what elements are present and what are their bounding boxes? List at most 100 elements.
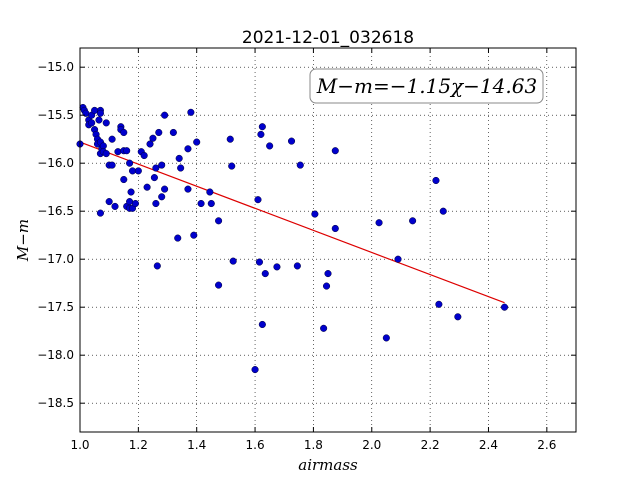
data-point <box>184 185 192 193</box>
data-point <box>207 199 215 208</box>
data-point <box>153 262 161 270</box>
data-point <box>293 262 301 270</box>
data-point <box>131 199 139 208</box>
data-point <box>96 109 104 117</box>
data-point <box>127 188 135 196</box>
y-tick-label: −16.0 <box>37 156 74 170</box>
y-tick-label: −15.5 <box>37 108 74 122</box>
data-point <box>120 128 128 137</box>
data-point <box>261 270 269 278</box>
data-point <box>435 300 443 308</box>
data-point <box>105 198 113 206</box>
y-tick-label: −18.0 <box>37 348 74 362</box>
data-point <box>439 207 447 215</box>
x-axis-label: airmass <box>298 456 358 474</box>
data-point <box>331 224 339 233</box>
data-point <box>251 366 259 374</box>
data-point <box>322 282 331 290</box>
data-points <box>76 103 509 374</box>
data-point <box>500 303 509 311</box>
data-point <box>102 150 110 158</box>
data-point <box>215 281 223 289</box>
annotation-text: M−m=−1.15χ−14.63 <box>316 74 537 98</box>
data-point <box>197 199 205 208</box>
data-point <box>108 135 116 143</box>
data-point <box>177 164 185 172</box>
data-point <box>96 209 104 217</box>
plot-frame <box>79 47 577 433</box>
data-point <box>187 108 195 116</box>
fit-annotation: M−m=−1.15χ−14.63 <box>309 68 544 104</box>
data-point <box>287 137 296 145</box>
x-tick-label: 1.0 <box>70 438 89 452</box>
x-tick-label: 1.8 <box>304 438 323 452</box>
data-point <box>149 134 157 142</box>
x-axis-ticks: 1.0 1.2 1.4 1.6 1.8 2.0 2.2 2.4 2.6 <box>70 48 556 452</box>
data-point <box>273 263 281 271</box>
data-point <box>258 320 266 329</box>
data-point <box>375 219 383 227</box>
data-point <box>140 151 148 160</box>
data-point <box>158 193 166 201</box>
data-point <box>409 217 417 225</box>
chart-title: 2021-12-01_032618 <box>242 28 414 48</box>
data-point <box>296 161 304 169</box>
x-tick-label: 1.6 <box>246 438 265 452</box>
data-point <box>150 174 158 182</box>
fit-line-group <box>79 141 505 304</box>
x-tick-label: 1.4 <box>187 438 206 452</box>
data-point <box>257 130 265 138</box>
data-point <box>226 135 234 143</box>
data-point <box>228 162 236 170</box>
data-point <box>134 167 142 175</box>
data-point <box>126 159 134 167</box>
data-point <box>120 175 128 184</box>
data-point <box>190 231 198 239</box>
y-axis-ticks: −15.0 −15.5 −16.0 −16.5 −17.0 −17.5 −18.0 −18.5 <box>37 60 576 410</box>
data-point <box>158 161 166 169</box>
data-point <box>143 183 151 191</box>
data-point <box>255 258 263 266</box>
data-point <box>174 234 182 242</box>
data-point <box>88 119 96 127</box>
data-point <box>114 148 122 156</box>
x-tick-label: 2.2 <box>421 438 440 452</box>
data-point <box>324 270 332 278</box>
data-point <box>102 119 110 127</box>
data-point <box>394 255 402 263</box>
data-point <box>258 123 266 131</box>
data-point <box>111 202 119 210</box>
data-point <box>169 128 177 137</box>
data-point <box>311 210 319 218</box>
x-tick-label: 2.6 <box>537 438 556 452</box>
y-tick-label: −16.5 <box>37 204 74 218</box>
y-tick-label: −18.5 <box>37 396 74 410</box>
x-tick-label: 2.0 <box>362 438 381 452</box>
data-point <box>95 116 103 124</box>
data-point <box>161 111 169 119</box>
data-point <box>266 142 274 150</box>
annotation-box <box>309 68 544 104</box>
data-point <box>382 334 390 342</box>
x-tick-label: 1.2 <box>129 438 148 452</box>
data-point <box>123 147 131 155</box>
data-point <box>161 185 169 193</box>
data-point <box>152 199 160 208</box>
grid <box>80 48 576 432</box>
x-tick-label: 2.4 <box>479 438 498 452</box>
y-tick-label: −17.0 <box>37 252 74 266</box>
data-point <box>152 164 160 172</box>
data-point <box>254 196 262 204</box>
data-point <box>155 128 163 137</box>
data-point <box>206 188 214 196</box>
data-point <box>320 324 328 332</box>
data-point <box>184 145 192 153</box>
data-point <box>175 154 183 162</box>
y-tick-label: −15.0 <box>37 60 74 74</box>
data-point <box>146 140 154 148</box>
fit-line <box>79 141 505 304</box>
data-point <box>454 313 462 321</box>
data-point <box>331 147 339 155</box>
y-tick-label: −17.5 <box>37 300 74 314</box>
